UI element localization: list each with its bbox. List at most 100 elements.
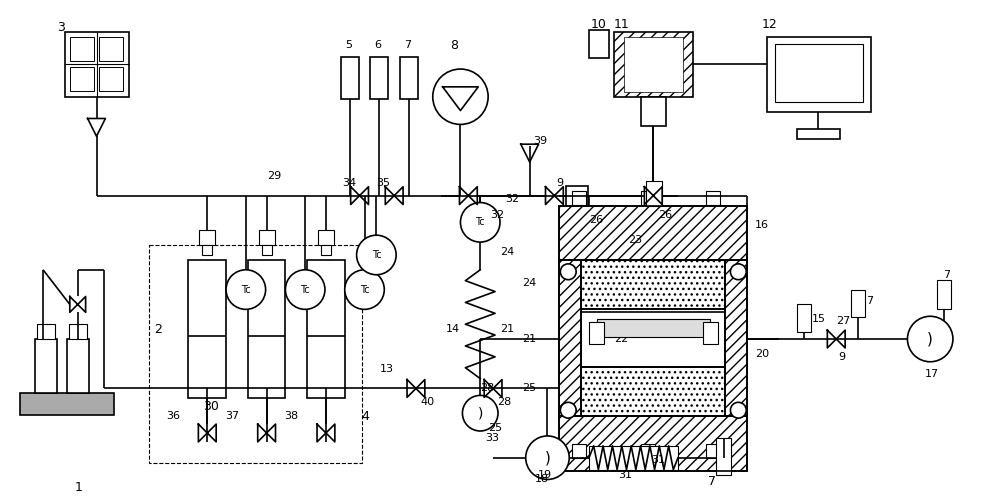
Text: 21: 21 <box>522 334 536 344</box>
Bar <box>581 312 725 367</box>
Bar <box>559 260 581 416</box>
Text: 8: 8 <box>451 39 459 52</box>
Circle shape <box>345 270 384 309</box>
Bar <box>937 280 951 309</box>
Text: 17: 17 <box>925 369 939 379</box>
Bar <box>589 446 678 470</box>
Text: 5: 5 <box>345 40 352 50</box>
Bar <box>262 245 272 255</box>
Bar <box>248 260 285 398</box>
Bar <box>559 260 581 416</box>
Bar <box>559 416 747 470</box>
Bar <box>199 230 215 245</box>
Bar <box>259 230 275 245</box>
Circle shape <box>462 395 498 431</box>
Text: 31: 31 <box>619 470 633 480</box>
Bar <box>70 67 94 91</box>
Bar <box>703 322 718 344</box>
Bar <box>572 191 586 205</box>
Bar <box>400 57 418 99</box>
Circle shape <box>730 402 746 418</box>
Bar <box>559 416 747 470</box>
Bar <box>797 304 811 332</box>
Text: 19: 19 <box>538 470 552 480</box>
Bar <box>20 393 114 415</box>
Bar <box>775 44 863 102</box>
Bar <box>559 206 747 260</box>
Bar <box>99 67 123 91</box>
Bar <box>370 57 388 99</box>
Bar <box>572 444 586 458</box>
Bar <box>37 324 55 339</box>
Text: 7: 7 <box>404 40 411 50</box>
Text: 35: 35 <box>376 178 390 188</box>
Text: 2: 2 <box>154 322 162 336</box>
Text: 37: 37 <box>225 411 239 421</box>
Bar <box>321 245 331 255</box>
Bar <box>581 260 725 309</box>
Bar <box>589 322 604 344</box>
Text: 24: 24 <box>522 278 536 288</box>
Text: 1: 1 <box>75 481 83 494</box>
Bar <box>70 37 94 61</box>
Text: 28: 28 <box>480 383 494 393</box>
Text: 3: 3 <box>57 21 65 34</box>
Text: 7: 7 <box>866 296 873 306</box>
Text: 23: 23 <box>629 235 643 245</box>
Text: 25: 25 <box>522 383 536 393</box>
Bar <box>614 33 693 97</box>
Text: ): ) <box>478 406 483 420</box>
Bar <box>149 245 362 463</box>
Circle shape <box>433 69 488 124</box>
Text: 6: 6 <box>374 40 381 50</box>
Text: 16: 16 <box>755 220 769 230</box>
Text: 26: 26 <box>658 210 672 220</box>
Bar <box>188 260 226 398</box>
Text: 34: 34 <box>342 178 356 188</box>
Text: 4: 4 <box>362 409 369 423</box>
Text: 9: 9 <box>838 352 845 362</box>
Circle shape <box>526 436 569 479</box>
Bar <box>716 438 731 475</box>
Bar <box>581 367 725 416</box>
Text: 26: 26 <box>589 215 603 225</box>
Text: 40: 40 <box>421 397 435 407</box>
Text: Tc: Tc <box>475 217 485 227</box>
Bar <box>559 206 747 260</box>
Text: 11: 11 <box>614 18 629 31</box>
Bar <box>767 37 871 112</box>
Text: 13: 13 <box>379 364 393 374</box>
Circle shape <box>460 203 500 242</box>
Text: 10: 10 <box>591 18 607 31</box>
Text: 9: 9 <box>556 178 563 188</box>
Text: Tc: Tc <box>360 285 369 295</box>
Text: 27: 27 <box>836 316 850 326</box>
Text: 39: 39 <box>534 136 548 146</box>
Bar <box>67 339 89 393</box>
Text: 25: 25 <box>488 423 502 433</box>
Bar <box>641 444 655 458</box>
Text: 22: 22 <box>614 334 628 344</box>
Text: 33: 33 <box>485 433 499 443</box>
Text: Tc: Tc <box>372 250 381 260</box>
Text: 15: 15 <box>812 314 826 324</box>
Bar <box>624 37 683 92</box>
Text: 32: 32 <box>490 210 504 220</box>
Text: 24: 24 <box>500 247 514 257</box>
Bar <box>851 290 865 317</box>
Text: ): ) <box>545 450 550 465</box>
Bar <box>641 97 666 126</box>
Bar <box>566 186 588 217</box>
Text: 30: 30 <box>203 400 219 413</box>
Bar <box>65 33 129 97</box>
Bar <box>706 191 720 205</box>
Text: ): ) <box>927 331 933 347</box>
Bar <box>69 324 87 339</box>
Bar <box>589 31 609 58</box>
Circle shape <box>357 235 396 275</box>
Bar <box>318 230 334 245</box>
Circle shape <box>285 270 325 309</box>
Bar <box>581 367 725 416</box>
Bar <box>307 260 345 398</box>
Bar <box>202 245 212 255</box>
